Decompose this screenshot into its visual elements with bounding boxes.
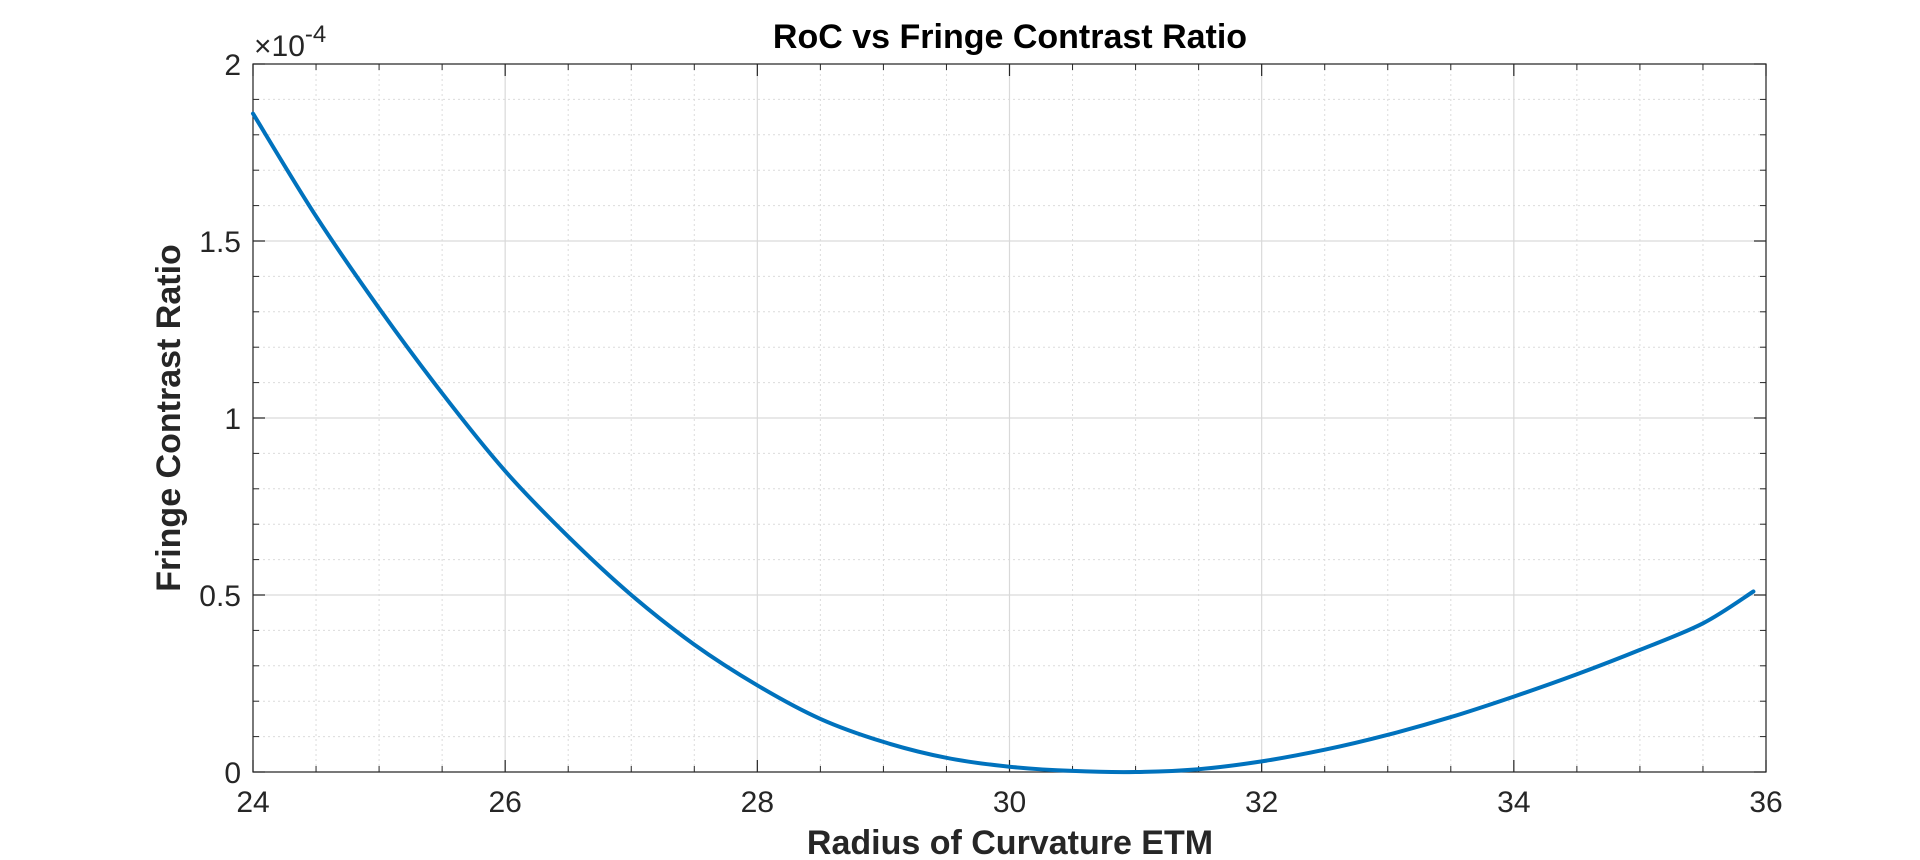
x-tick-label: 24 (236, 786, 269, 819)
x-tick-label: 34 (1497, 786, 1530, 819)
x-axis-title: Radius of Curvature ETM (807, 824, 1213, 860)
axis-ticks (252, 63, 1767, 773)
y-axis-title: Fringe Contrast Ratio (150, 244, 188, 592)
y-axis-exponent: ×10-4 (254, 21, 326, 63)
y-exponent-base: ×10 (254, 30, 305, 63)
y-tick-label: 2 (224, 49, 241, 82)
x-tick-label: 32 (1245, 786, 1278, 819)
x-tick-label: 28 (741, 786, 774, 819)
y-tick-label: 0.5 (199, 580, 241, 613)
x-tick-label: 36 (1749, 786, 1782, 819)
x-tick-label: 26 (488, 786, 521, 819)
x-tick-labels: 24 26 28 30 32 34 36 (236, 786, 1782, 819)
y-tick-label: 1.5 (199, 226, 241, 259)
series-line (251, 111, 1756, 775)
plot-area-border (252, 63, 1767, 773)
y-tick-label: 1 (224, 403, 241, 436)
x-tick-label: 30 (993, 786, 1026, 819)
y-tick-label: 0 (224, 757, 241, 790)
chart-title: RoC vs Fringe Contrast Ratio (773, 18, 1247, 56)
y-tick-labels: 0 0.5 1 1.5 2 (199, 49, 241, 790)
y-exponent-power: -4 (305, 21, 326, 48)
